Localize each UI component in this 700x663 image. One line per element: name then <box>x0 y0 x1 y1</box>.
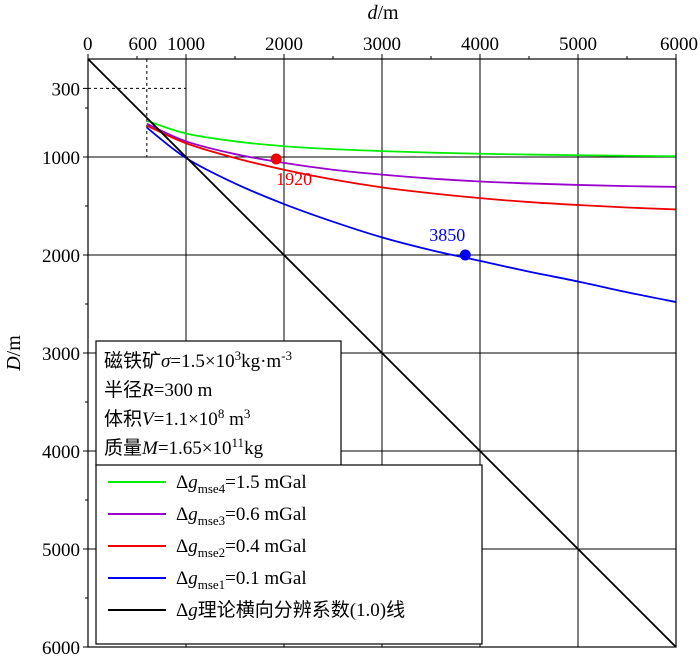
series-line-1 <box>146 122 677 188</box>
info-line-3: 质量M=1.65×1011kg <box>104 435 264 459</box>
info-box-frame <box>95 340 342 467</box>
x-tick-label-600: 600 <box>129 34 158 55</box>
info-box: 磁铁矿σ=1.5×103kg·m-3 半径R=300 m 体积V=1.1×108 m… <box>95 340 342 467</box>
tick-labels: 0 1000 2000 3000 4000 5000 6000 600 300 1000 2000 3… <box>42 34 698 659</box>
markers: 1920 3850 <box>270 153 471 261</box>
y-tick-label: 3000 <box>42 344 80 365</box>
y-tick-label: 1000 <box>42 148 80 169</box>
legend-label-1: Δgmse3=0.6 mGal <box>176 504 307 528</box>
legend-label-3: Δgmse1=0.1 mGal <box>176 568 307 592</box>
y-axis-title: D/m <box>3 335 25 372</box>
y-tick-label: 6000 <box>42 638 80 659</box>
x-tick-label: 3000 <box>363 34 401 55</box>
y-tick-label: 5000 <box>42 540 80 561</box>
legend: Δgmse4=1.5 mGal Δgmse3=0.6 mGal Δgmse2=0.4… <box>95 464 483 645</box>
y-tick-label: 300 <box>52 79 81 100</box>
x-tick-label: 1000 <box>167 34 205 55</box>
x-tick-label: 6000 <box>660 34 698 55</box>
legend-frame <box>95 464 483 645</box>
marker-label-3850: 3850 <box>429 225 465 245</box>
x-axis-title: d/m <box>367 2 399 24</box>
info-line-2: 体积V=1.1×108 m3 <box>104 406 250 430</box>
x-tick-label: 0 <box>83 34 93 55</box>
legend-label-4: Δg理论横向分辨系数(1.0)线 <box>176 599 405 621</box>
y-tick-label: 2000 <box>42 246 80 267</box>
y-tick-label: 4000 <box>42 442 80 463</box>
marker-label-1920: 1920 <box>276 169 312 189</box>
marker-point-3850 <box>459 249 471 261</box>
series-line-2 <box>146 124 677 211</box>
info-line-1: 半径R=300 m <box>104 379 213 401</box>
series-line-3 <box>146 126 677 303</box>
marker-point-1920 <box>270 153 282 165</box>
x-tick-label: 2000 <box>265 34 303 55</box>
series-line-4 <box>87 58 677 648</box>
series-line-0 <box>146 119 677 158</box>
series-layer <box>87 58 677 648</box>
x-tick-label: 5000 <box>559 34 597 55</box>
info-line-0: 磁铁矿σ=1.5×103kg·m-3 <box>104 348 292 372</box>
x-tick-label: 4000 <box>461 34 499 55</box>
legend-label-0: Δgmse4=1.5 mGal <box>176 472 307 496</box>
legend-label-2: Δgmse2=0.4 mGal <box>176 536 307 560</box>
